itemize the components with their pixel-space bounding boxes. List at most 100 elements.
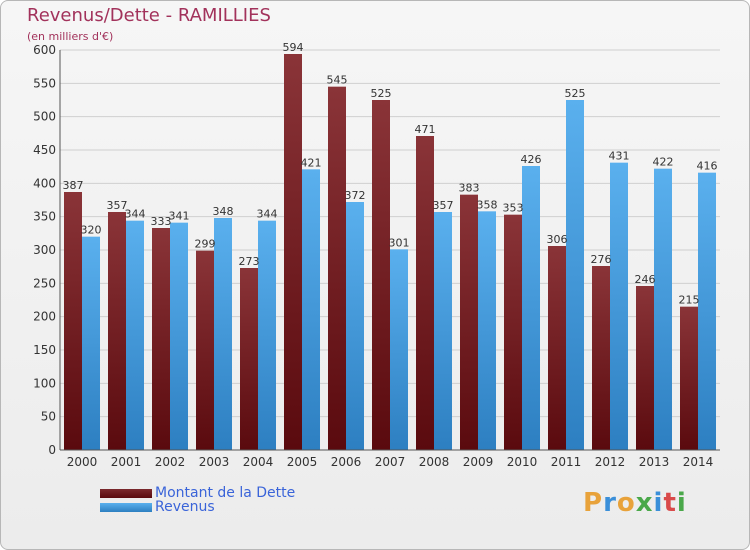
data-label-debt: 246 (635, 273, 656, 286)
data-label-debt: 333 (151, 215, 172, 228)
bar-revenue-2005 (302, 169, 320, 451)
data-label-revenue: 344 (257, 208, 278, 221)
data-label-revenue: 344 (125, 208, 146, 221)
bar-revenue-2003 (214, 218, 232, 450)
x-tick-label: 2002 (155, 455, 186, 469)
x-tick-label: 2006 (331, 455, 362, 469)
bar-debt-2007 (372, 100, 390, 450)
bar-debt-2011 (548, 246, 566, 450)
y-tick-label: 500 (33, 110, 56, 124)
legend-swatch-revenue (100, 503, 152, 512)
bar-revenue-2006 (346, 202, 364, 450)
x-tick-label: 2012 (595, 455, 626, 469)
bar-revenue-2001 (126, 220, 144, 450)
logo-letter: P (583, 488, 604, 518)
y-tick-label: 150 (33, 343, 56, 357)
bar-debt-2002 (152, 228, 170, 450)
data-label-debt: 387 (63, 179, 84, 192)
bar-debt-2001 (108, 212, 126, 450)
bar-debt-2000 (64, 192, 82, 450)
bar-revenue-2014 (698, 172, 716, 450)
legend-swatch-debt (100, 489, 152, 498)
logo-letter: t (663, 488, 677, 518)
bar-revenue-2002 (170, 222, 188, 450)
data-label-debt: 215 (679, 294, 700, 307)
legend-label-revenue: Revenus (155, 499, 215, 515)
data-label-revenue: 525 (565, 87, 586, 100)
data-label-revenue: 416 (697, 160, 718, 173)
bar-debt-2010 (504, 214, 522, 450)
data-label-revenue: 422 (653, 156, 674, 169)
logo-letter: i (676, 488, 687, 518)
x-tick-label: 2011 (551, 455, 582, 469)
x-tick-label: 2001 (111, 455, 142, 469)
x-tick-label: 2009 (463, 455, 494, 469)
bar-debt-2008 (416, 136, 434, 450)
y-tick-label: 450 (33, 143, 56, 157)
bar-revenue-2000 (82, 236, 100, 450)
bar-debt-2009 (460, 194, 478, 450)
chart-title: Revenus/Dette - RAMILLIES (27, 5, 271, 26)
data-label-debt: 357 (107, 199, 128, 212)
data-label-revenue: 372 (345, 189, 366, 202)
bar-debt-2004 (240, 268, 258, 450)
logo-letter: i (653, 488, 664, 518)
data-label-debt: 306 (547, 233, 568, 246)
logo-letter: x (635, 488, 654, 518)
data-label-revenue: 358 (477, 198, 498, 211)
data-label-debt: 273 (239, 255, 260, 268)
data-label-revenue: 426 (521, 153, 542, 166)
y-tick-label: 200 (33, 310, 56, 324)
data-label-revenue: 431 (609, 150, 630, 163)
bar-revenue-2010 (522, 166, 540, 450)
x-tick-label: 2005 (287, 455, 318, 469)
bar-revenue-2004 (258, 220, 276, 450)
data-label-debt: 276 (591, 253, 612, 266)
bar-debt-2006 (328, 86, 346, 451)
data-label-debt: 525 (371, 87, 392, 100)
data-label-debt: 383 (459, 182, 480, 195)
y-tick-label: 550 (33, 76, 56, 90)
data-label-debt: 299 (195, 238, 216, 251)
data-label-debt: 471 (415, 123, 436, 136)
y-tick-label: 50 (41, 410, 56, 424)
data-label-revenue: 341 (169, 210, 190, 223)
y-tick-label: 100 (33, 376, 56, 390)
chart-subtitle: (en milliers d'€) (27, 30, 114, 43)
bar-debt-2013 (636, 286, 654, 450)
logo-letter: o (616, 488, 636, 518)
bar-revenue-2012 (610, 162, 628, 450)
x-tick-label: 2007 (375, 455, 406, 469)
data-label-debt: 353 (503, 202, 524, 215)
data-label-revenue: 348 (213, 205, 234, 218)
x-tick-label: 2004 (243, 455, 274, 469)
data-label-revenue: 320 (81, 224, 102, 237)
y-tick-label: 400 (33, 176, 56, 190)
bar-debt-2005 (284, 54, 302, 450)
bar-debt-2003 (196, 250, 214, 450)
data-label-revenue: 301 (389, 236, 410, 249)
x-tick-label: 2000 (67, 455, 98, 469)
y-tick-label: 0 (48, 443, 56, 457)
x-tick-label: 2013 (639, 455, 670, 469)
bar-revenue-2011 (566, 100, 584, 450)
bar-revenue-2009 (478, 211, 496, 450)
bar-debt-2012 (592, 266, 610, 450)
y-tick-label: 350 (33, 210, 56, 224)
x-tick-label: 2003 (199, 455, 230, 469)
x-tick-label: 2010 (507, 455, 538, 469)
x-tick-label: 2014 (683, 455, 714, 469)
data-label-debt: 545 (327, 74, 348, 87)
bar-revenue-2013 (654, 168, 672, 450)
bar-debt-2014 (680, 306, 698, 450)
y-tick-label: 600 (33, 43, 56, 57)
data-label-revenue: 421 (301, 156, 322, 169)
bar-revenue-2007 (390, 249, 408, 450)
y-tick-label: 300 (33, 243, 56, 257)
proxiti-logo: Proxiti (583, 488, 687, 518)
logo-letter: r (603, 488, 617, 518)
data-label-revenue: 357 (433, 199, 454, 212)
x-tick-label: 2008 (419, 455, 450, 469)
bar-revenue-2008 (434, 212, 452, 450)
